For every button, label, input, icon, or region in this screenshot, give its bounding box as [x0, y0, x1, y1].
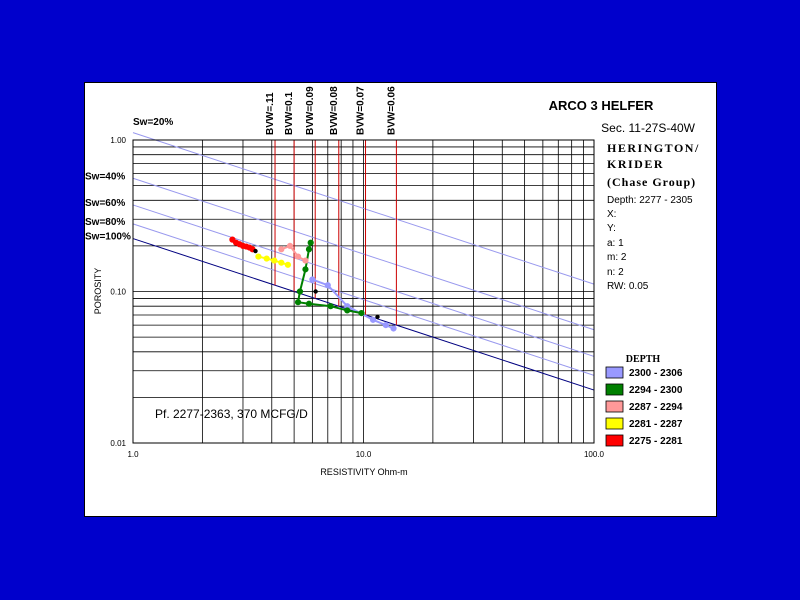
legend-swatch [605, 434, 624, 447]
legend-label: 2287 - 2294 [629, 402, 683, 413]
sw-line [132, 223, 595, 376]
legend-title: DEPTH [626, 354, 661, 365]
legend-label: 2294 - 2300 [629, 385, 683, 396]
bvw-label: BVW=.11 [265, 92, 276, 135]
y-tick-label: 1.00 [110, 136, 126, 145]
legend-label: 2300 - 2306 [629, 368, 683, 379]
legend-swatch [605, 417, 624, 430]
sw-label: Sw=20% [133, 117, 173, 128]
bvw-label: BVW=0.08 [329, 86, 340, 135]
info-zone-2: KRIDER [607, 157, 664, 171]
data-point [309, 276, 316, 283]
info-m: m: 2 [607, 252, 627, 263]
sw-line [132, 177, 595, 331]
sw-label: Sw=80% [85, 217, 125, 228]
bvw-label: BVW=0.06 [386, 86, 397, 135]
plot-area-border [132, 139, 595, 444]
data-point [324, 282, 331, 289]
info-x: X: [607, 209, 616, 220]
bvw-label: BVW=0.07 [356, 86, 367, 135]
sw-label: Sw=100% [85, 232, 131, 243]
data-point [369, 316, 377, 323]
data-points [229, 236, 397, 332]
data-point [263, 255, 270, 262]
pickett-plot: 1.0 10.0 100.01.000.100.01 Sw=20%Sw=40%Sw=… [85, 86, 700, 477]
x-tick-label: 100.0 [584, 450, 605, 459]
data-point [305, 246, 313, 253]
legend-label: 2281 - 2287 [629, 419, 683, 430]
x-tick-label: 1.0 [127, 450, 139, 459]
data-point [307, 239, 314, 246]
data-point [294, 253, 302, 260]
chart-subtitle: Sec. 11-27S-40W [601, 121, 695, 135]
y-axis-label: POROSITY [93, 268, 103, 315]
data-point [278, 246, 285, 253]
legend-swatch [605, 383, 624, 396]
data-point [286, 242, 294, 249]
data-point [284, 261, 292, 268]
highlight-point [313, 289, 318, 294]
data-point [344, 307, 351, 314]
data-point [358, 310, 365, 317]
legend-swatch [605, 400, 624, 413]
data-point [390, 325, 397, 332]
info-n: n: 2 [607, 267, 624, 278]
bvw-label: BVW=0.09 [305, 86, 316, 135]
info-a: a: 1 [607, 238, 624, 249]
data-point [296, 288, 304, 295]
info-zone-1: HERINGTON/ [607, 141, 700, 155]
info-y: Y: [607, 223, 616, 234]
sw-line [132, 204, 595, 357]
data-point [305, 300, 313, 307]
x-axis-label: RESISTIVITY Ohm-m [320, 467, 407, 477]
sw-line [132, 132, 595, 285]
data-point [294, 299, 302, 306]
annotation: Pf. 2277-2363, 370 MCFG/D [155, 407, 308, 421]
data-point [302, 257, 309, 264]
series-line [280, 244, 306, 262]
data-point [302, 266, 309, 273]
reference-lines: Sw=20% Sw=40% Sw=60% Sw=80% Sw=100% BVW=.11 BV… [85, 86, 595, 391]
info-rw: RW: 0.05 [607, 281, 649, 292]
highlight-point [253, 248, 258, 254]
data-point [255, 253, 262, 260]
legend-label: 2275 - 2281 [629, 436, 683, 447]
y-tick-label: 0.01 [110, 439, 126, 448]
info-depth: Depth: 2277 - 2305 [607, 195, 693, 206]
bvw-label: BVW=0.1 [284, 91, 295, 135]
sw-label: Sw=60% [85, 198, 125, 209]
chart-title: ARCO 3 HELFER [549, 98, 654, 113]
chart-panel: 1.0 10.0 100.0 1.00 0.10 0.01 Sw=20% Sw=40% Sw=… [84, 82, 717, 517]
data-point [278, 259, 285, 266]
data-point [327, 303, 334, 310]
grid: 1.0 10.0 100.0 1.00 0.10 0.01 [110, 136, 604, 459]
sw-label: Sw=40% [85, 171, 125, 182]
legend-swatch [605, 366, 624, 379]
data-point [271, 257, 278, 264]
highlight-point [375, 314, 380, 320]
x-tick-label: 10.0 [356, 450, 372, 459]
legend: 2300 - 2306 2294 - 2300 2287 - 2294 2281 - … [605, 366, 683, 447]
data-point [382, 322, 389, 329]
info-zone-3: (Chase Group) [607, 175, 696, 189]
y-tick-label: 0.10 [110, 288, 126, 297]
